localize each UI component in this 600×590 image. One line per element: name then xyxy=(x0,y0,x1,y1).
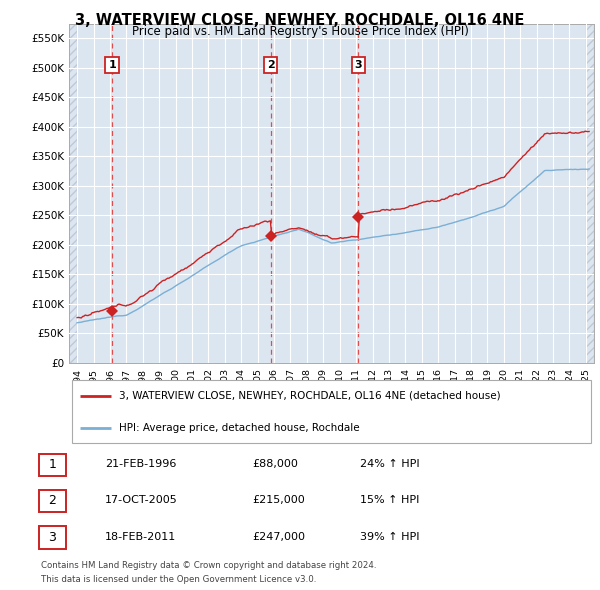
Text: £247,000: £247,000 xyxy=(252,532,305,542)
FancyBboxPatch shape xyxy=(71,381,592,442)
Text: £88,000: £88,000 xyxy=(252,460,298,469)
Text: 39% ↑ HPI: 39% ↑ HPI xyxy=(360,532,419,542)
Text: This data is licensed under the Open Government Licence v3.0.: This data is licensed under the Open Gov… xyxy=(41,575,316,584)
Text: 18-FEB-2011: 18-FEB-2011 xyxy=(105,532,176,542)
Text: 3: 3 xyxy=(355,60,362,70)
Text: 3: 3 xyxy=(48,531,56,544)
Text: 15% ↑ HPI: 15% ↑ HPI xyxy=(360,496,419,505)
Text: 2: 2 xyxy=(267,60,275,70)
FancyBboxPatch shape xyxy=(39,454,66,476)
Text: 3, WATERVIEW CLOSE, NEWHEY, ROCHDALE, OL16 4NE (detached house): 3, WATERVIEW CLOSE, NEWHEY, ROCHDALE, OL… xyxy=(119,391,500,401)
Text: 17-OCT-2005: 17-OCT-2005 xyxy=(105,496,178,505)
Text: 3, WATERVIEW CLOSE, NEWHEY, ROCHDALE, OL16 4NE: 3, WATERVIEW CLOSE, NEWHEY, ROCHDALE, OL… xyxy=(76,13,524,28)
Polygon shape xyxy=(586,24,594,363)
Text: 1: 1 xyxy=(48,458,56,471)
Text: Contains HM Land Registry data © Crown copyright and database right 2024.: Contains HM Land Registry data © Crown c… xyxy=(41,560,376,570)
Text: £215,000: £215,000 xyxy=(252,496,305,505)
FancyBboxPatch shape xyxy=(39,526,66,549)
Text: 1: 1 xyxy=(108,60,116,70)
Text: Price paid vs. HM Land Registry's House Price Index (HPI): Price paid vs. HM Land Registry's House … xyxy=(131,25,469,38)
Text: HPI: Average price, detached house, Rochdale: HPI: Average price, detached house, Roch… xyxy=(119,424,359,434)
Text: 21-FEB-1996: 21-FEB-1996 xyxy=(105,460,176,469)
Text: 24% ↑ HPI: 24% ↑ HPI xyxy=(360,460,419,469)
FancyBboxPatch shape xyxy=(39,490,66,512)
Polygon shape xyxy=(69,24,77,363)
Text: 2: 2 xyxy=(48,494,56,507)
